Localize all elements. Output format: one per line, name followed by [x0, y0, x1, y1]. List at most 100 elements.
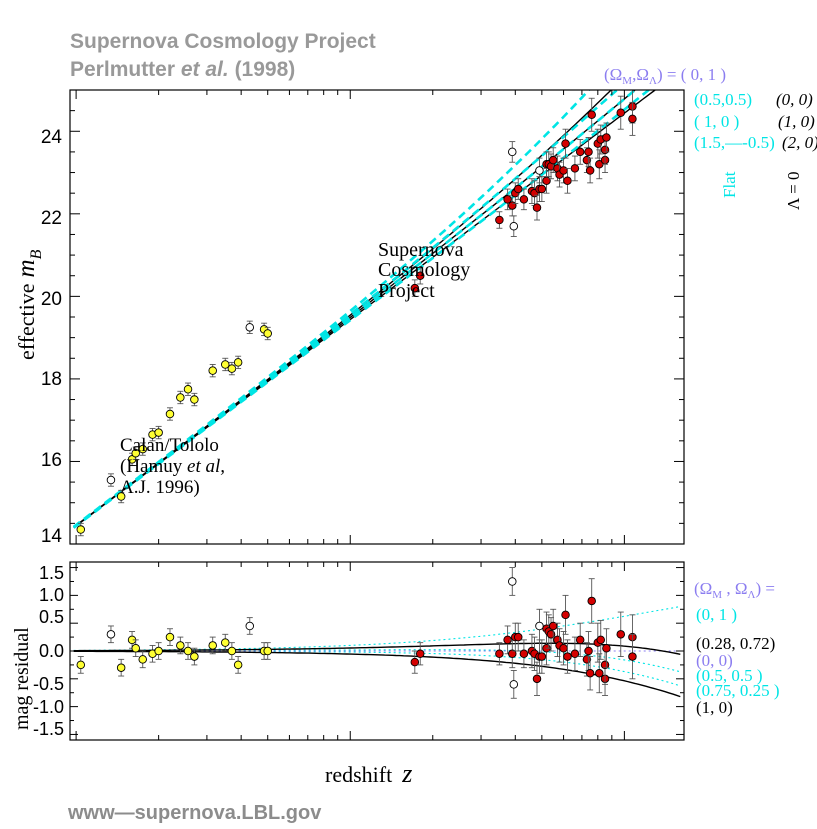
- scp-point-24: [561, 139, 570, 148]
- bottom-y-tick-labels: 1.5 1.0 0.5 0.0 -0.5 -1.0 -1.5: [33, 563, 64, 739]
- residual-legend-row-4: (0.5, 0.5 ): [696, 666, 763, 685]
- model-curve-flat-2: [72, 90, 638, 529]
- residual-point-53: [596, 635, 606, 645]
- scp-point-25: [563, 176, 572, 186]
- residual-point-25: [509, 680, 519, 689]
- calan-annotation-etal: et al,: [187, 456, 225, 477]
- residual-point-27: [513, 632, 523, 642]
- residual-point-59: [628, 652, 637, 661]
- scp-point-2: [495, 215, 504, 225]
- legend-header-comma: ,Ω: [632, 65, 649, 84]
- residual-point-24: [508, 649, 517, 659]
- calan-annotation-line1: Calan/Tololo: [120, 435, 219, 456]
- x-label-var: z: [401, 759, 412, 788]
- residual-legend-rest: ) =: [755, 579, 775, 598]
- scp-annotation-line1: Supernova: [378, 239, 464, 261]
- residual-point-7: [154, 646, 163, 656]
- top-y-tick-14: 14: [41, 526, 63, 547]
- top-axis-ticks: [70, 89, 684, 545]
- scp-point-30: [585, 166, 595, 175]
- residual-point-43: [561, 610, 570, 620]
- calan-point-18: [263, 329, 272, 338]
- residual-point-10: [183, 646, 193, 656]
- residual-point-9: [176, 641, 185, 650]
- residual-point-13: [221, 638, 230, 647]
- residual-point-20: [415, 649, 425, 659]
- model-curve-flat-1: [72, 90, 619, 529]
- residual-point-14: [227, 646, 237, 656]
- residual-point-52: [595, 669, 604, 678]
- residual-point-56: [602, 643, 611, 653]
- calan-point-1: [106, 475, 116, 485]
- top-y-tick-20: 20: [41, 289, 62, 310]
- calan-annotation-line2: (Hamuy et al,: [120, 456, 225, 477]
- top-y-tick-24: 24: [41, 127, 63, 148]
- calan-point-10: [183, 384, 193, 394]
- footer-url[interactable]: www—supernova.LBL.gov: [68, 802, 322, 824]
- bottom-y-tick-neg-1-0: -1.0: [33, 697, 64, 717]
- scp-point-0: [410, 283, 420, 293]
- calan-point-16: [245, 323, 255, 332]
- chart-title: Supernova Cosmology Project: [70, 30, 376, 53]
- calan-point-2: [116, 492, 126, 501]
- calan-point-12: [208, 366, 217, 375]
- residual-point-48: [584, 646, 593, 656]
- scp-annotation-line2: Cosmology: [378, 259, 470, 281]
- residual-legend-row-1: (0, 1 ): [696, 605, 737, 624]
- residual-point-31: [532, 674, 542, 684]
- scp-point-15: [537, 184, 547, 194]
- residual-point-18: [263, 646, 272, 656]
- x-axis-label: redshift z: [325, 759, 412, 788]
- scp-point-20: [548, 155, 558, 165]
- residual-point-28: [519, 649, 529, 659]
- residual-legend-row-5: (0.75, 0.25 ): [696, 681, 780, 700]
- subtitle-author: Perlmutter: [70, 58, 181, 81]
- bottom-data-points: [76, 567, 637, 699]
- subtitle-etal: et al.: [180, 58, 229, 81]
- residual-model-curve-5: [73, 650, 681, 698]
- scp-point-23: [559, 166, 568, 175]
- scp-point-40: [628, 114, 637, 124]
- calan-annotation: Calan/Tololo (Hamuy et al, A.J. 1996): [120, 435, 225, 498]
- top-data-points: [76, 90, 637, 537]
- residual-point-42: [559, 643, 568, 653]
- top-model-curves: [72, 90, 657, 529]
- residual-point-4: [131, 643, 140, 653]
- residual-point-34: [537, 652, 547, 661]
- scp-point-3: [503, 195, 512, 204]
- residual-legend-omega: (Ω: [694, 579, 712, 598]
- scp-point-29: [584, 147, 593, 157]
- y-label-var: m: [13, 259, 40, 277]
- residual-point-38: [546, 630, 556, 639]
- scp-point-9: [519, 195, 529, 204]
- legend-header-sub-l: Λ: [649, 75, 657, 87]
- x-label-text: redshift: [325, 762, 392, 787]
- scp-annotation-line3: Project: [378, 280, 435, 302]
- legend-lambda0-row-2: (1, 0): [778, 112, 815, 131]
- scp-point-36: [600, 145, 610, 155]
- calan-annotation-hamuy: (Hamuy: [120, 456, 187, 477]
- residual-legend-sub-m: M: [712, 589, 722, 601]
- calan-point-14: [227, 364, 237, 373]
- residual-point-39: [548, 621, 558, 631]
- bottom-axis-ticks: [70, 562, 684, 740]
- calan-point-5: [138, 444, 147, 454]
- scp-point-4: [508, 147, 517, 157]
- residual-point-15: [233, 660, 243, 670]
- legend-flat-row-3: (1.5,—-0.5): [694, 133, 775, 152]
- legend-lambda0-label: Λ = 0: [784, 172, 803, 210]
- scp-point-8: [513, 184, 523, 194]
- scp-point-12: [532, 203, 542, 212]
- scp-point-14: [535, 166, 544, 175]
- legend-flat-label: Flat: [720, 171, 739, 198]
- top-y-tick-22: 22: [41, 208, 62, 229]
- residual-point-12: [208, 641, 217, 650]
- legend-header-rest: ) = ( 0, 1 ): [657, 65, 726, 84]
- residual-legend-row-2: (0.28, 0.72): [696, 634, 775, 653]
- residual-point-57: [616, 630, 626, 639]
- top-y-tick-16: 16: [41, 450, 62, 471]
- residual-legend-row-3: (0, 0): [696, 651, 733, 670]
- y-label-text: effective: [14, 283, 39, 360]
- calan-point-13: [221, 360, 230, 369]
- scp-point-17: [542, 176, 551, 186]
